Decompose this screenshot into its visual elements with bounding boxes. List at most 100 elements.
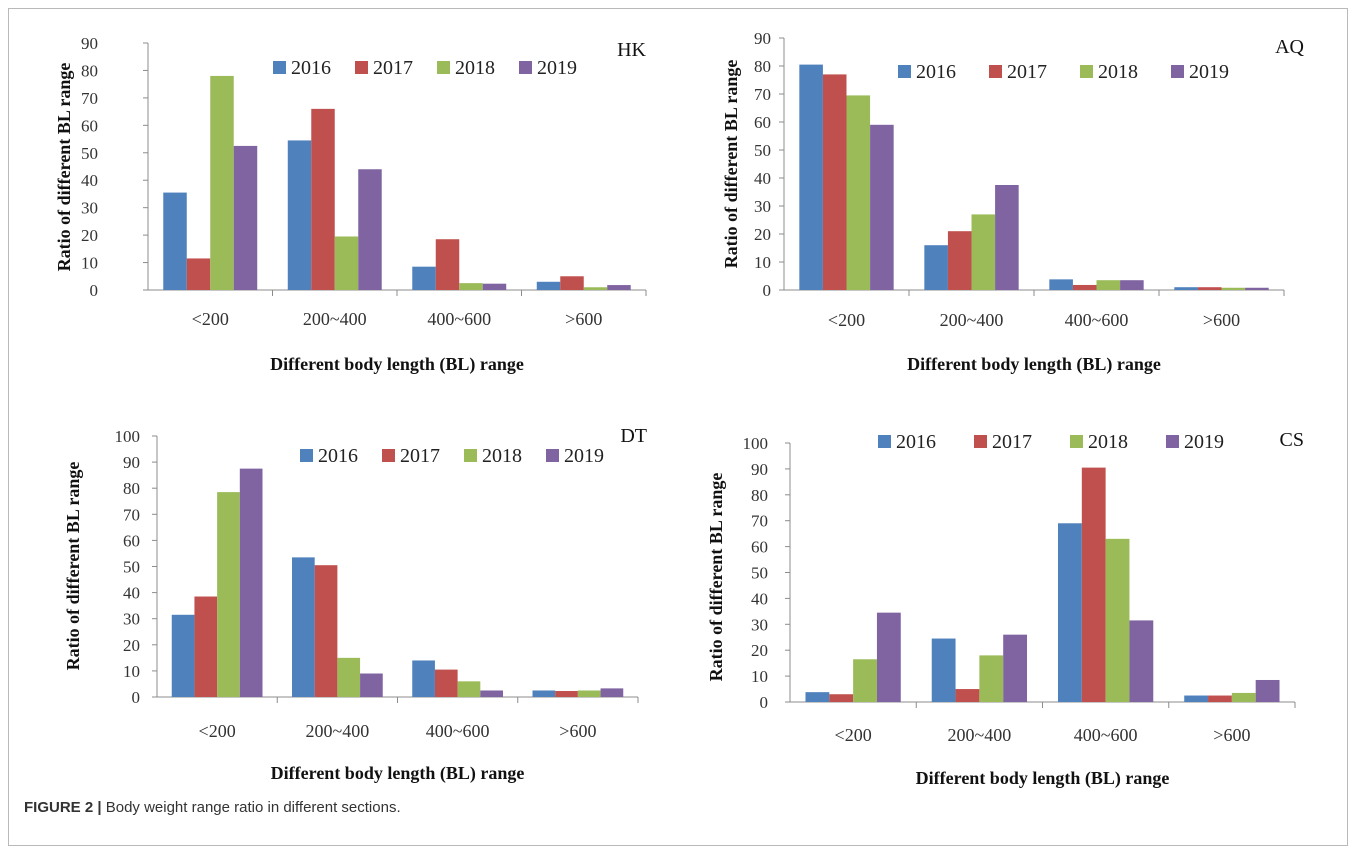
- chart-panel-aq: 0 10 20 30 40 50 60 70 80 90 <200 200~400 400~600 >60…: [721, 29, 1305, 375]
- bar-cs-2018-0: [853, 659, 877, 702]
- y-tick-label: 70: [81, 89, 98, 108]
- bar-dt-2019-0: [239, 468, 263, 697]
- legend-swatch-2018: [464, 449, 477, 462]
- bar-dt-2017-2: [434, 669, 458, 697]
- bar-dt-2019-3: [600, 688, 624, 697]
- bar-aq-2018-1: [971, 214, 996, 290]
- bar-hk-2016-2: [412, 266, 436, 290]
- y-tick-label: 40: [81, 171, 98, 190]
- y-tick-label: 90: [751, 460, 768, 479]
- y-tick-label: 40: [751, 589, 768, 608]
- x-axis-title: Different body length (BL) range: [271, 763, 525, 784]
- legend-label-2018: 2018: [1098, 61, 1138, 83]
- legend-label-2017: 2017: [1007, 61, 1047, 83]
- bar-aq-2019-3: [1245, 287, 1269, 290]
- bar-aq-2016-0: [799, 64, 823, 290]
- legend-label-2017: 2017: [992, 431, 1032, 453]
- y-tick-label: 90: [81, 34, 98, 53]
- y-tick-label: 0: [132, 688, 141, 707]
- bar-dt-2016-3: [532, 690, 556, 697]
- y-tick-label: 30: [81, 199, 98, 218]
- x-tick-label: >600: [1213, 725, 1250, 745]
- bar-hk-2019-0: [233, 145, 258, 290]
- bar-cs-2019-0: [876, 612, 901, 702]
- bar-cs-2017-1: [955, 689, 980, 702]
- y-tick-label: 30: [123, 610, 140, 629]
- bar-aq-2019-2: [1120, 280, 1144, 290]
- bar-hk-2016-3: [536, 281, 561, 290]
- x-axis-title: Different body length (BL) range: [916, 768, 1170, 789]
- y-tick-label: 80: [751, 486, 768, 505]
- legend-swatch-2017: [974, 435, 987, 448]
- bar-aq-2017-2: [1072, 284, 1097, 290]
- bar-dt-2017-1: [314, 565, 338, 697]
- bar-hk-2018-1: [334, 236, 359, 290]
- panel-label: HK: [617, 39, 646, 61]
- bar-dt-2019-1: [360, 673, 383, 697]
- x-tick-label: <200: [199, 721, 236, 741]
- bar-aq-2019-0: [870, 124, 894, 290]
- caption-label: FIGURE 2 |: [24, 799, 102, 816]
- y-tick-label: 20: [751, 641, 768, 660]
- bar-dt-2016-2: [412, 660, 435, 697]
- bar-aq-2018-0: [846, 95, 871, 291]
- legend-label-2018: 2018: [1088, 431, 1128, 453]
- bar-aq-2017-1: [947, 231, 972, 290]
- chart-panel-dt: 0 10 20 30 40 50 60 70 80 90 100 <200 200~400 400~600…: [63, 425, 647, 784]
- bar-aq-2019-1: [995, 185, 1019, 290]
- caption-text: Body weight range ratio in different sec…: [105, 799, 401, 816]
- x-tick-label: 200~400: [303, 309, 367, 329]
- y-tick-label: 100: [743, 434, 769, 453]
- bar-cs-2017-2: [1081, 467, 1106, 702]
- y-tick-label: 10: [754, 253, 771, 272]
- bar-dt-2018-0: [217, 492, 240, 697]
- y-tick-label: 30: [754, 197, 771, 216]
- x-tick-label: 200~400: [948, 725, 1012, 745]
- x-tick-label: 400~600: [1065, 310, 1129, 330]
- legend-swatch-2019: [1171, 65, 1184, 78]
- bar-cs-2016-2: [1057, 523, 1082, 702]
- legend-label-2019: 2019: [537, 57, 577, 79]
- y-tick-label: 60: [81, 116, 98, 135]
- x-tick-label: 400~600: [427, 309, 491, 329]
- bar-cs-2018-3: [1231, 692, 1256, 702]
- bar-aq-2016-2: [1049, 279, 1073, 290]
- legend-label-2019: 2019: [564, 445, 604, 467]
- y-tick-label: 10: [751, 667, 768, 686]
- bar-aq-2016-1: [924, 245, 948, 290]
- y-axis-title: Ratio of different BL range: [63, 462, 83, 671]
- bar-cs-2016-0: [805, 692, 830, 702]
- bar-hk-2018-0: [210, 75, 234, 290]
- bar-hk-2017-0: [186, 258, 211, 290]
- legend-label-2018: 2018: [482, 445, 522, 467]
- y-tick-label: 90: [123, 453, 140, 472]
- legend-swatch-2018: [1080, 65, 1093, 78]
- x-tick-label: >600: [565, 309, 602, 329]
- bar-dt-2018-2: [457, 681, 481, 697]
- x-tick-label: <200: [835, 725, 872, 745]
- legend-swatch-2017: [382, 449, 395, 462]
- bar-dt-2017-3: [555, 690, 578, 697]
- bar-cs-2018-2: [1105, 538, 1130, 702]
- y-tick-label: 0: [763, 281, 772, 300]
- legend-label-2016: 2016: [896, 431, 936, 453]
- chart-panel-cs: 0 10 20 30 40 50 60 70 80 90 100 <200 200~400 400~600…: [706, 429, 1304, 789]
- y-tick-label: 60: [123, 531, 140, 550]
- legend-swatch-2016: [898, 65, 911, 78]
- y-tick-label: 50: [81, 144, 98, 163]
- y-tick-label: 100: [115, 427, 141, 446]
- x-tick-label: >600: [559, 721, 596, 741]
- bar-cs-2018-1: [979, 655, 1004, 702]
- bar-hk-2019-1: [358, 169, 382, 290]
- bar-aq-2017-0: [822, 74, 847, 291]
- y-tick-label: 20: [81, 226, 98, 245]
- y-tick-label: 70: [123, 505, 140, 524]
- legend-swatch-2016: [273, 61, 286, 74]
- y-tick-label: 50: [123, 558, 140, 577]
- y-tick-label: 70: [751, 512, 768, 531]
- legend-swatch-2019: [546, 449, 559, 462]
- y-axis-title: Ratio of different BL range: [54, 63, 74, 272]
- y-tick-label: 30: [751, 615, 768, 634]
- y-tick-label: 10: [81, 254, 98, 273]
